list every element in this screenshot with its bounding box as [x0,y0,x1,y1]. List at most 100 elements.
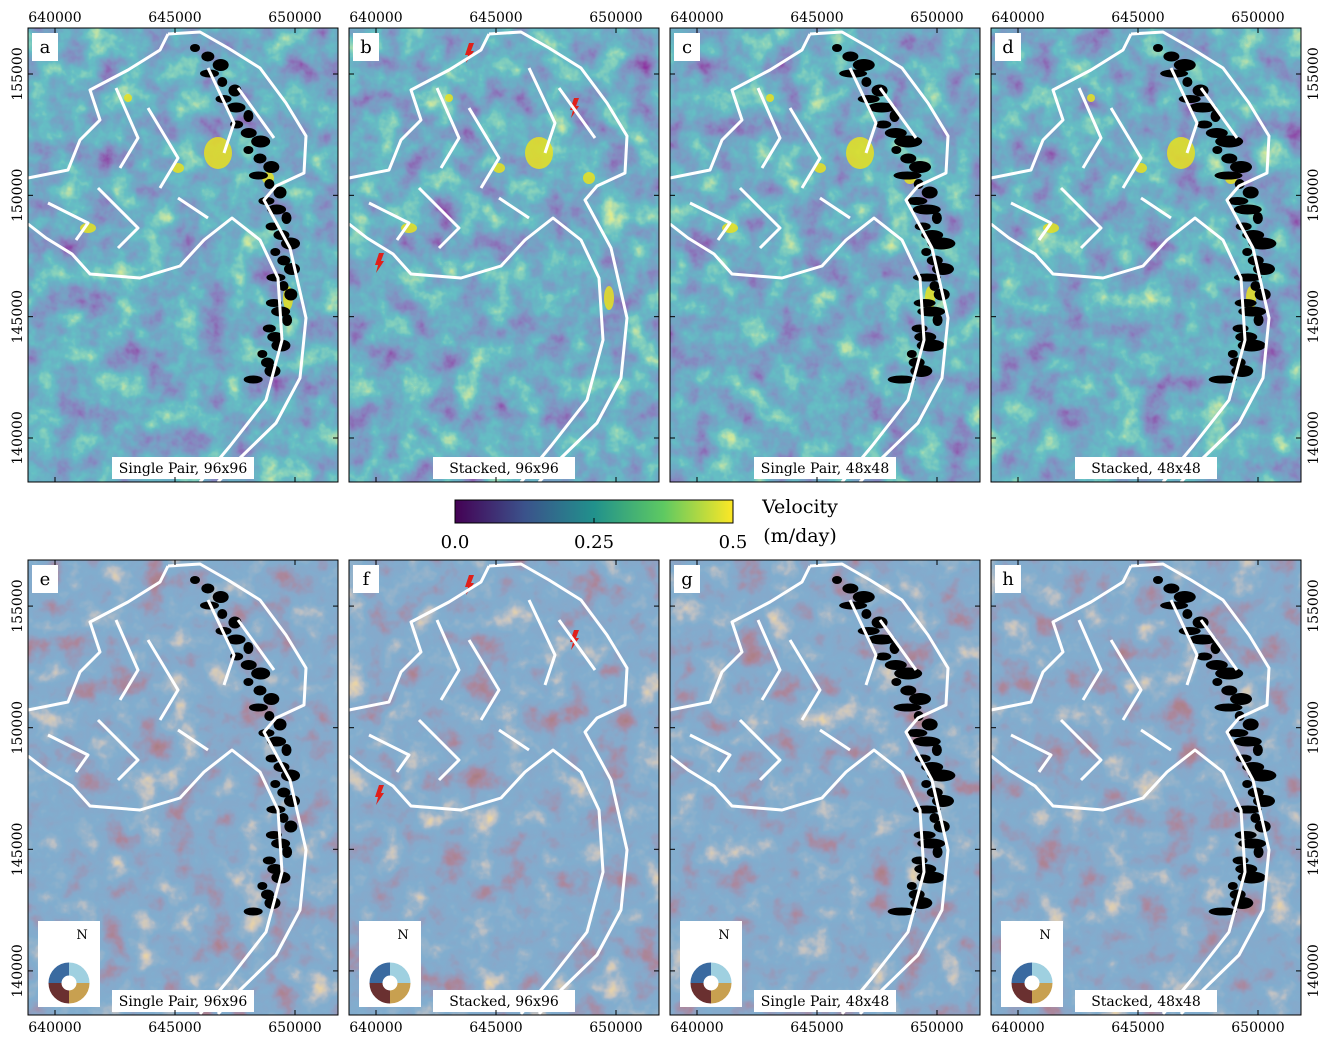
x-tick-label: 645000 [790,1020,843,1036]
no-data-patch [832,576,842,584]
no-data-patch [1179,95,1201,103]
no-data-patch [932,212,942,224]
x-tick-label: 650000 [1231,10,1284,26]
compass-label: N [76,928,87,943]
map-panel: fStacked, 96x96N640000645000650000 [349,560,659,1036]
no-data-patch [257,882,267,890]
fast-flow-spot [445,94,453,102]
no-data-patch [1212,146,1222,154]
no-data-patch [891,678,901,686]
no-data-patch [894,668,922,680]
y-tick-label: 155000 [1306,47,1322,100]
compass: N [680,921,742,1007]
no-data-patch [201,584,214,594]
no-data-patch [217,77,227,87]
compass-label: N [397,928,408,943]
map-panel: dStacked, 48x486400006450006500001400001… [991,10,1322,482]
no-data-patch [257,350,267,358]
y-tick-label: 145000 [1306,823,1322,876]
no-data-patch [243,146,253,154]
no-data-patch [251,136,270,148]
no-data-patch [1228,350,1238,358]
colorbar-unit: (m/day) [763,525,836,547]
x-tick-label: 640000 [349,10,402,26]
no-data-patch [1253,212,1263,224]
no-data-patch [249,172,268,180]
compass: N [1001,921,1063,1007]
no-data-patch [217,609,227,619]
no-data-patch [922,719,938,731]
no-data-patch [1179,627,1201,635]
y-tick-label: 140000 [1306,411,1322,464]
no-data-patch [1243,719,1259,731]
y-tick-label: 155000 [1306,579,1322,632]
compass-label: N [1039,928,1050,943]
panel-caption: Single Pair, 96x96 [119,461,248,477]
no-data-patch [1196,653,1212,661]
no-data-patch [1221,686,1237,696]
no-data-patch [190,44,200,52]
x-tick-label: 645000 [469,10,522,26]
y-tick-label: 150000 [10,169,26,222]
no-data-patch [933,314,943,326]
colorbar-tick-label: 0.5 [719,532,748,553]
y-tick-label: 140000 [10,944,26,997]
x-tick-label: 650000 [910,1020,963,1036]
no-data-patch [1174,591,1196,603]
no-data-patch [861,77,871,87]
no-data-patch [263,693,279,705]
x-tick-label: 650000 [268,10,321,26]
no-data-patch [1235,831,1257,839]
no-data-patch [1182,609,1192,619]
panel-caption: Stacked, 96x96 [449,994,559,1010]
no-data-patch [244,376,263,384]
x-tick-label: 640000 [670,10,723,26]
no-data-patch [1230,161,1252,173]
y-tick-label: 150000 [1306,701,1322,754]
x-tick-label: 650000 [1231,1020,1284,1036]
map-panel: c Single Pair, 48x48 640000 645000 650000 [670,10,980,482]
no-data-patch [909,693,931,705]
no-data-patch [914,299,936,307]
panel-letter: a [40,37,51,58]
no-data-patch [1242,248,1252,256]
y-tick-label: 145000 [10,290,26,343]
map-panel: aSingle Pair, 96x96640000645000650000140… [10,10,338,482]
no-data-patch [1215,136,1243,148]
panel-letter: c [682,37,692,58]
fast-flow-spot [766,94,774,102]
no-data-patch [875,653,891,661]
no-data-patch [1254,846,1264,858]
no-data-patch [900,154,916,164]
fast-flow-spot [583,172,595,184]
no-data-patch [1174,59,1196,71]
no-data-patch [253,154,266,164]
no-data-patch [270,248,280,256]
no-data-patch [921,248,931,256]
no-data-patch [909,161,931,173]
no-data-patch [243,642,253,654]
panel-caption: Single Pair, 48x48 [761,461,889,477]
y-tick-label: 145000 [10,823,26,876]
no-data-patch [842,52,858,62]
no-data-patch [251,668,270,680]
panel-letter: g [681,569,693,590]
panel-caption: Single Pair, 96x96 [119,994,248,1010]
y-tick-label: 140000 [10,411,26,464]
no-data-patch [1242,780,1252,788]
x-tick-label: 645000 [790,10,843,26]
no-data-patch [249,704,268,712]
figure: Velocity (m/day) 0.00.250.5aSingle Pair,… [0,0,1334,1038]
no-data-patch [1163,52,1179,62]
no-data-patch [832,44,842,52]
fast-flow-spot [124,94,132,102]
x-tick-label: 650000 [910,10,963,26]
no-data-patch [1214,172,1242,180]
no-data-patch [241,128,257,138]
no-data-patch [853,59,875,71]
no-data-patch [1254,314,1264,326]
no-data-patch [201,52,214,62]
map-panel: eSingle Pair, 96x96N64000064500065000014… [10,560,338,1036]
